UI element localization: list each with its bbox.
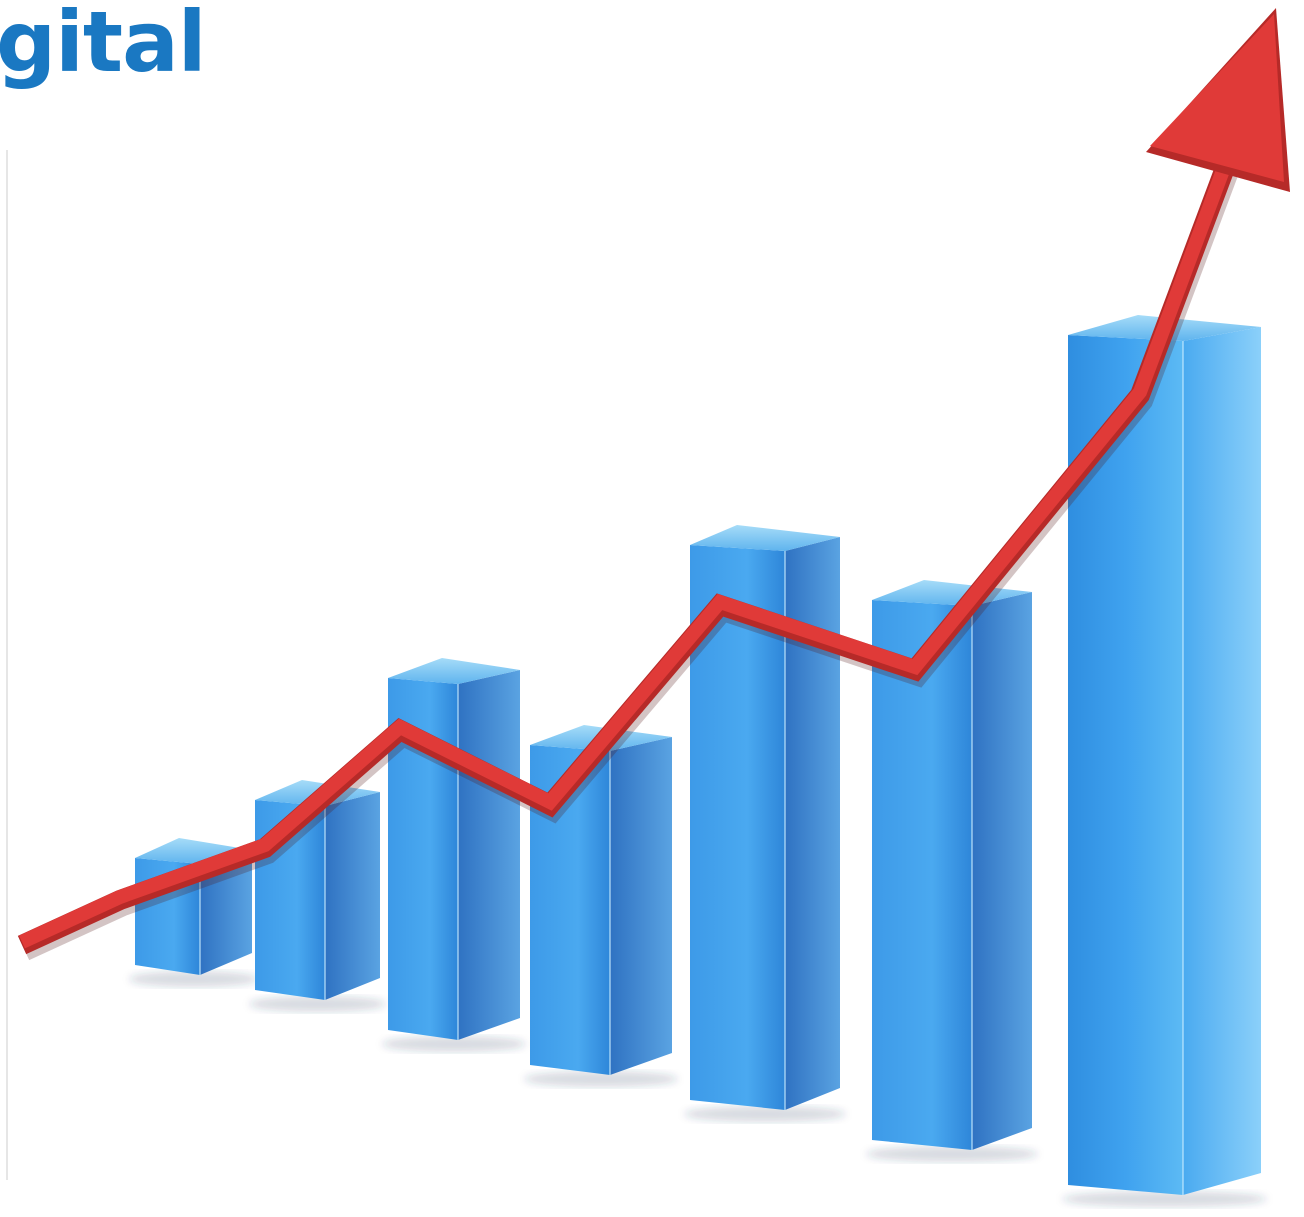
bar-shadow <box>1062 1191 1267 1207</box>
bar-3 <box>382 658 526 1052</box>
bar-front-face <box>1068 335 1183 1195</box>
bar-side-face <box>458 670 520 1040</box>
arrow-body <box>19 162 1232 949</box>
arrowhead <box>1150 14 1284 182</box>
bar-side-face <box>610 737 672 1075</box>
bar-side-face <box>785 537 840 1110</box>
bar-shadow <box>866 1146 1038 1162</box>
left-divider <box>6 150 8 1180</box>
bar-shadow <box>684 1106 846 1122</box>
bar-4 <box>524 725 678 1087</box>
bar-shadow <box>524 1071 678 1087</box>
bar-side-face <box>1183 327 1261 1195</box>
bar-front-face <box>388 678 458 1040</box>
bar-front-face <box>690 545 785 1110</box>
bar-7 <box>1062 315 1267 1207</box>
bar-front-face <box>530 745 610 1075</box>
bar-top-face <box>872 580 1032 606</box>
trend-arrow <box>17 8 1290 961</box>
bar-front-face <box>872 600 972 1150</box>
bar-5 <box>684 525 846 1122</box>
heading-text: gital <box>0 0 207 91</box>
bar-top-face <box>690 525 840 551</box>
bar-shadow <box>249 996 386 1012</box>
bar-top-face <box>388 658 520 684</box>
bar-shadow <box>129 971 258 987</box>
bar-side-face <box>325 792 380 1000</box>
bar-shadow <box>382 1036 526 1052</box>
bar-6 <box>866 580 1038 1162</box>
bar-side-face <box>972 592 1032 1150</box>
bar-side-face <box>200 850 252 975</box>
